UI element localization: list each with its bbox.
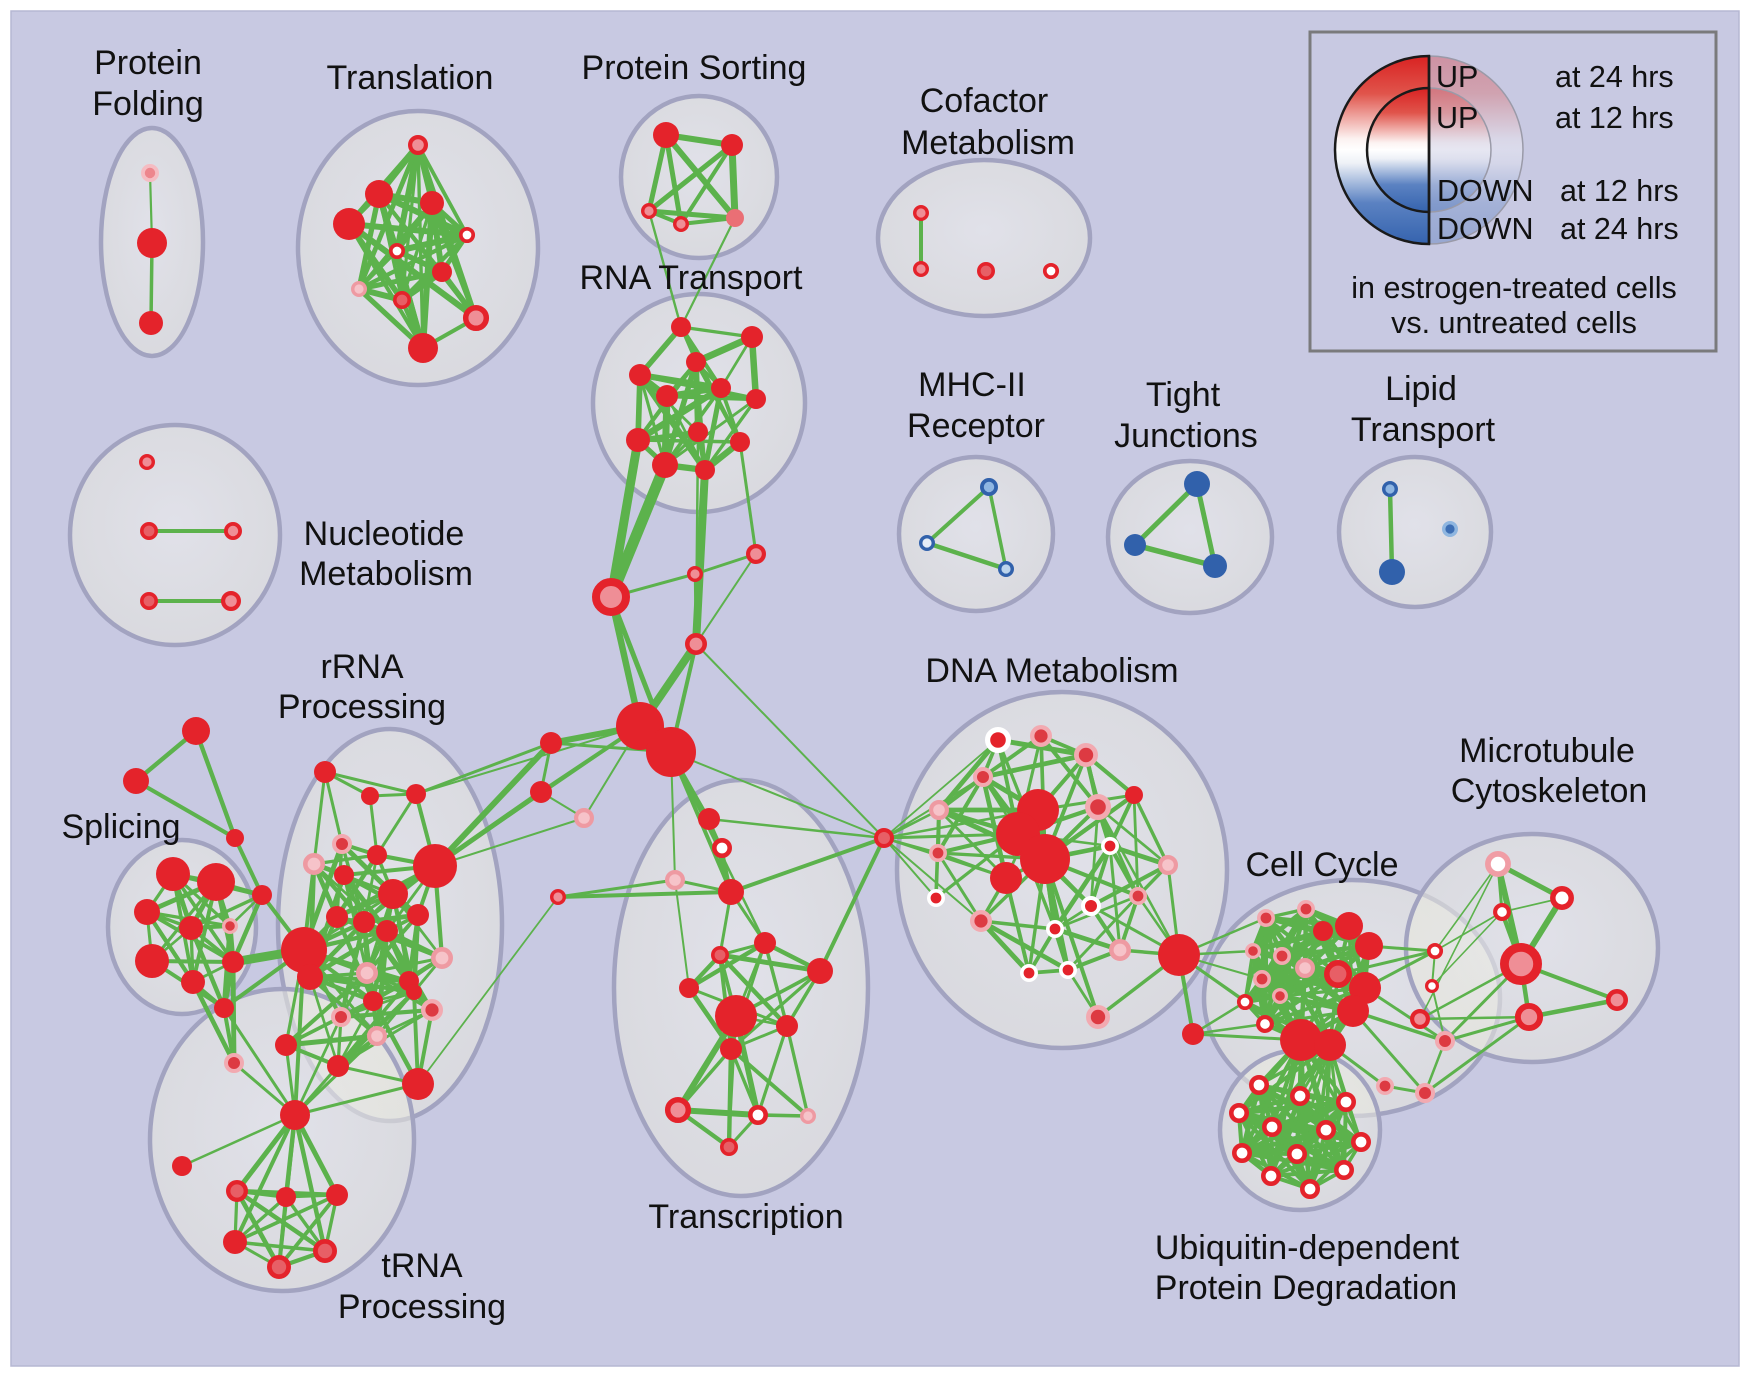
svg-text:Protein Sorting: Protein Sorting [582,49,807,87]
svg-text:vs. untreated cells: vs. untreated cells [1391,306,1637,340]
svg-text:Processing: Processing [278,688,446,726]
svg-text:Folding: Folding [92,85,204,123]
svg-text:at 12 hrs: at 12 hrs [1555,101,1674,135]
svg-text:Cofactor: Cofactor [920,82,1049,120]
svg-text:at 24 hrs: at 24 hrs [1560,212,1679,246]
svg-text:at 24 hrs: at 24 hrs [1555,60,1674,94]
svg-text:Cell Cycle: Cell Cycle [1245,846,1398,884]
svg-text:Ubiquitin-dependent: Ubiquitin-dependent [1155,1229,1460,1267]
svg-text:UP: UP [1436,60,1478,94]
svg-text:MHC-II: MHC-II [918,366,1026,404]
svg-text:Cytoskeleton: Cytoskeleton [1451,772,1648,810]
svg-text:Microtubule: Microtubule [1459,732,1635,770]
svg-text:rRNA: rRNA [320,648,403,686]
svg-text:Protein Degradation: Protein Degradation [1155,1269,1457,1307]
svg-text:Metabolism: Metabolism [901,124,1075,162]
svg-text:tRNA: tRNA [381,1247,463,1285]
svg-text:Processing: Processing [338,1288,506,1326]
svg-text:Junctions: Junctions [1114,417,1258,455]
svg-text:Transcription: Transcription [648,1198,843,1236]
svg-text:Transport: Transport [1351,411,1496,449]
svg-text:Nucleotide: Nucleotide [304,515,465,553]
svg-text:DOWN: DOWN [1437,212,1534,246]
svg-text:UP: UP [1436,101,1478,135]
svg-text:DOWN: DOWN [1437,174,1534,208]
svg-text:Protein: Protein [94,44,202,82]
svg-text:Lipid: Lipid [1385,370,1457,408]
svg-text:Splicing: Splicing [61,808,180,846]
svg-text:DNA Metabolism: DNA Metabolism [925,652,1178,690]
svg-text:in estrogen-treated cells: in estrogen-treated cells [1351,271,1677,305]
svg-text:RNA Transport: RNA Transport [580,259,804,297]
svg-text:Metabolism: Metabolism [299,555,473,593]
svg-text:Tight: Tight [1146,376,1221,414]
svg-text:Receptor: Receptor [907,407,1045,445]
svg-text:Translation: Translation [327,59,494,97]
svg-text:at 12 hrs: at 12 hrs [1560,174,1679,208]
